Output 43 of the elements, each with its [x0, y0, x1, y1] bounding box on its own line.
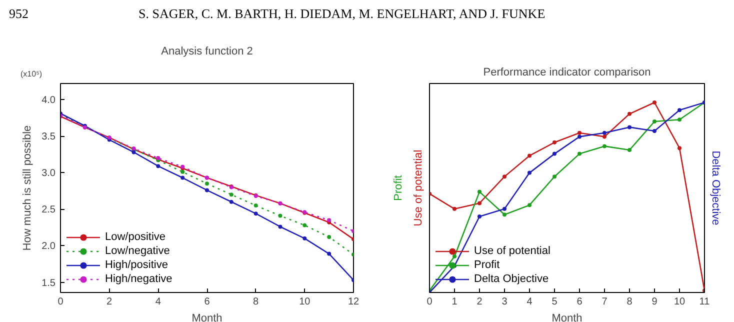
x-tick-label: 10 — [674, 296, 686, 308]
y-axis-title: How much is still possible — [22, 125, 34, 251]
text: Profit — [392, 175, 404, 201]
y2-axis-title: Delta Objective — [710, 150, 722, 226]
legend-label: Low/negative — [105, 244, 170, 258]
chart-title: Analysis function 2 — [161, 46, 253, 58]
y-tick-label: 2.5 — [42, 204, 56, 216]
x-tick-label: 1 — [452, 296, 458, 308]
y-tick-label: 3.0 — [42, 168, 56, 180]
legend-label: Low/positive — [105, 230, 166, 244]
legend-label: Profit — [474, 258, 500, 272]
y-axis-title: Use of potential — [412, 150, 424, 226]
text: S. SAGER, C. M. BARTH, H. DIEDAM, M. ENGELHART, AND J. FUNKE — [138, 6, 546, 21]
legend-label: High/negative — [105, 272, 172, 286]
y-tick-label: 1.5 — [42, 278, 56, 289]
x-tick-label: 3 — [502, 296, 508, 308]
legend-label: Use of potential — [474, 244, 550, 258]
x-tick-label: 6 — [576, 296, 583, 308]
y-tick-label: 3.5 — [42, 132, 56, 143]
x-tick-label: 6 — [204, 296, 210, 308]
chart-title: Performance indicator comparison — [483, 66, 651, 78]
x-tick-label: 2 — [106, 296, 113, 308]
x-axis-title: Month — [552, 312, 582, 322]
x-tick-label: 8 — [626, 296, 633, 308]
x-axis-title: Month — [192, 312, 222, 322]
x-tick-label: 5 — [552, 296, 558, 308]
y-tick-label: 4.0 — [42, 95, 56, 106]
text: (x10⁵) — [20, 70, 42, 78]
legend-label: Delta Objective — [474, 272, 549, 286]
x-tick-label: 4 — [155, 296, 162, 308]
x-tick-label: 7 — [602, 296, 608, 308]
x-tick-label: 11 — [699, 296, 710, 308]
x-tick-label: 0 — [426, 296, 433, 308]
x-tick-label: 9 — [652, 296, 658, 308]
x-tick-label: 2 — [476, 296, 483, 308]
x-tick-label: 8 — [253, 296, 260, 308]
x-tick-label: 4 — [526, 296, 533, 308]
legend-label: High/positive — [105, 258, 168, 272]
x-tick-label: 10 — [299, 296, 311, 308]
text: 952 — [9, 5, 28, 23]
x-tick-label: 12 — [348, 296, 360, 308]
x-tick-label: 0 — [58, 296, 64, 308]
y-tick-label: 2.0 — [42, 241, 56, 252]
